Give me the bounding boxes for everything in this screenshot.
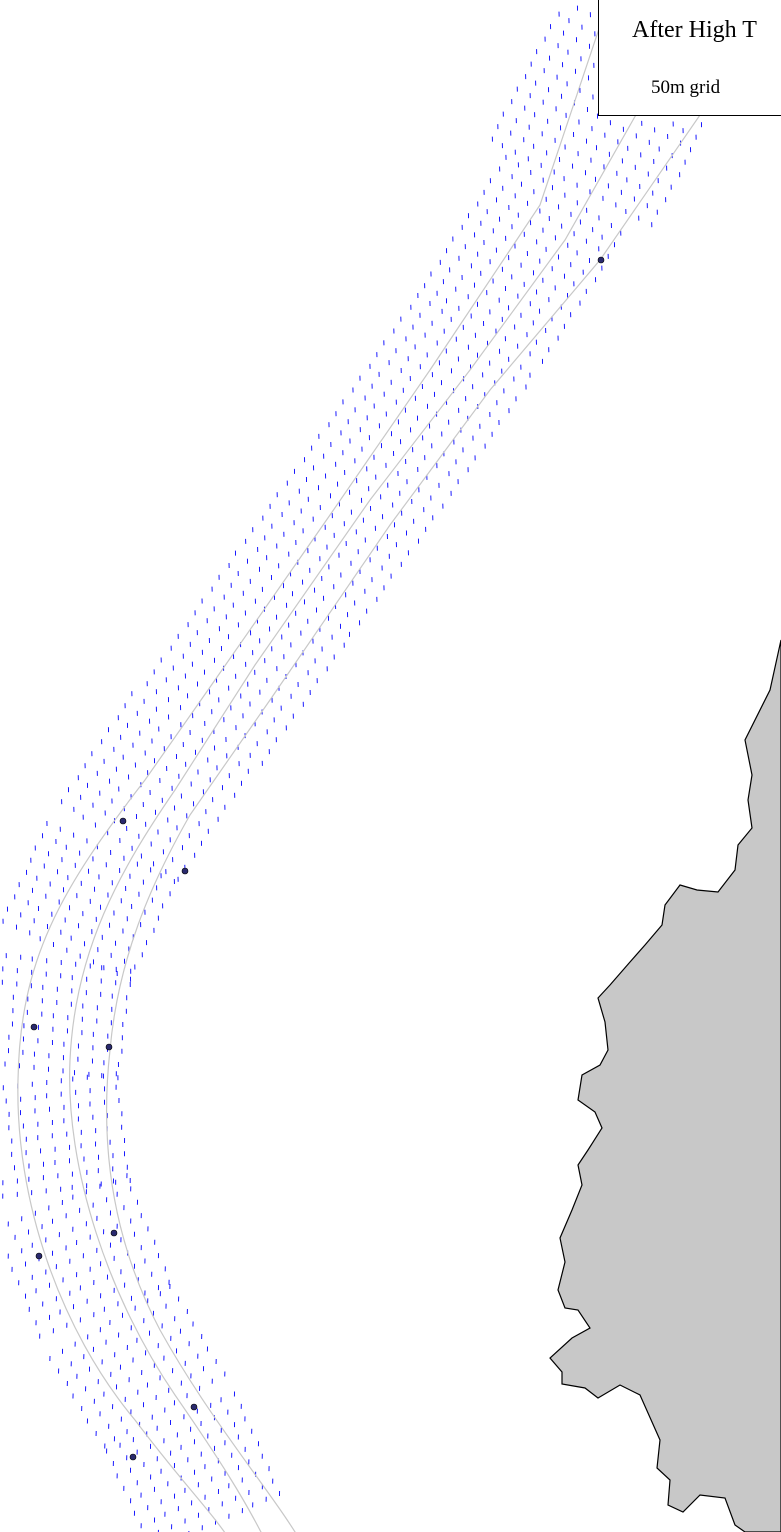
legend-box: After High T 50m grid	[598, 0, 781, 116]
station-marker	[129, 1453, 137, 1461]
station-marker	[119, 817, 127, 825]
station-marker	[190, 1403, 198, 1411]
channel-lines	[17, 0, 701, 1532]
station-marker	[35, 1252, 43, 1260]
channel-line	[69, 89, 651, 1532]
channel-line	[17, 0, 610, 1532]
station-marker	[597, 256, 605, 264]
velocity-arrow-set	[1, 5, 702, 1532]
station-marker	[110, 1229, 118, 1237]
station-marker	[30, 1023, 38, 1031]
station-marker	[181, 867, 189, 875]
channel-line	[105, 114, 701, 1532]
legend-title: After High T	[632, 17, 757, 43]
legend-subtitle: 50m grid	[651, 77, 721, 98]
velocity-arrows	[1, 5, 702, 1532]
station-marker	[105, 1043, 113, 1051]
station-markers	[30, 256, 605, 1461]
land-polygon	[549, 639, 781, 1532]
